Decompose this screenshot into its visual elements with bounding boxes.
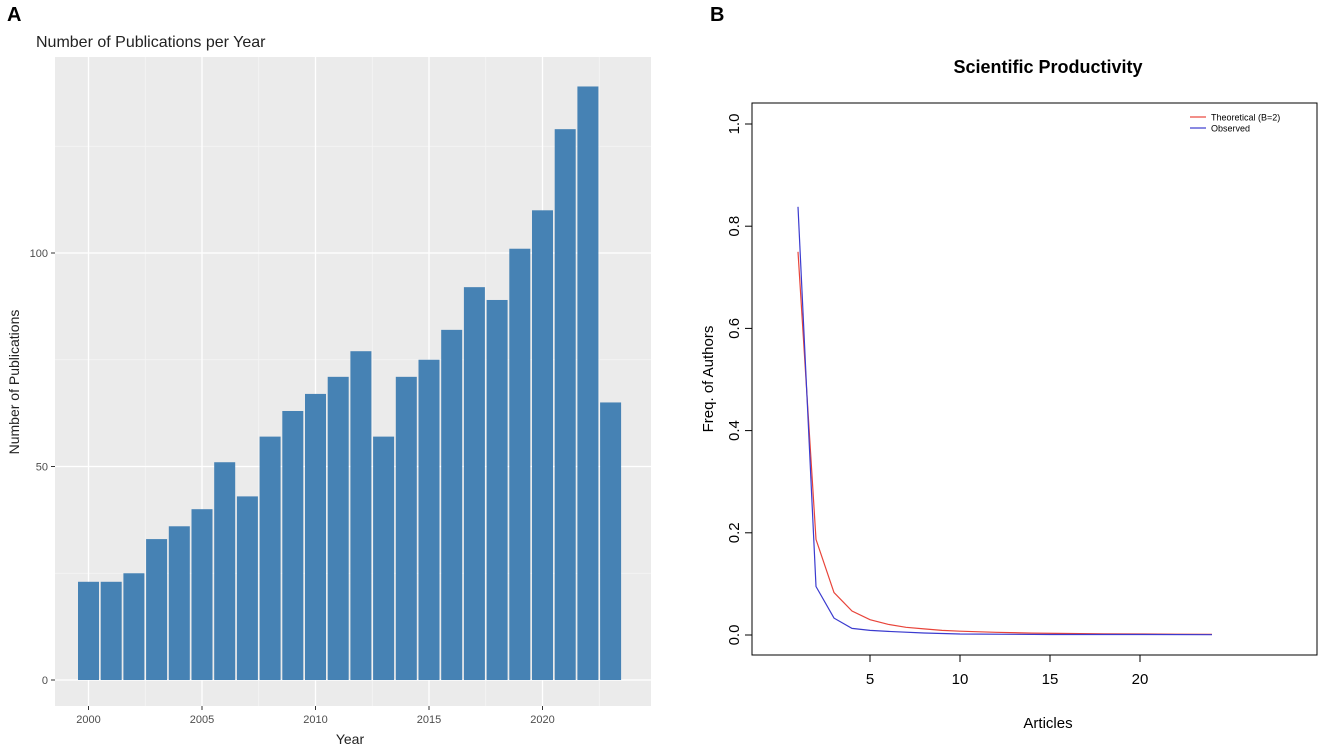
bar-2014 [395, 376, 417, 680]
y-axis-label: Number of Publications [6, 310, 22, 455]
panel-label-b: B [710, 4, 725, 26]
bar-2006 [214, 462, 236, 680]
x-tick-label: 2005 [190, 714, 214, 726]
y-tick-label: 0.0 [726, 625, 743, 646]
y-tick-label: 100 [30, 248, 48, 260]
x-tick-label: 20 [1132, 671, 1149, 688]
bar-2004 [168, 526, 190, 680]
chart-title: Number of Publications per Year [36, 34, 266, 51]
bar-2009 [282, 410, 304, 680]
bar-2017 [463, 287, 485, 680]
x-tick-label: 15 [1042, 671, 1059, 688]
bar-2019 [509, 248, 531, 681]
bar-2011 [327, 376, 349, 680]
bar-2021 [554, 129, 576, 681]
x-tick-label: 10 [952, 671, 969, 688]
x-axis-label: Articles [1023, 715, 1072, 732]
y-tick-label: 0.8 [726, 216, 743, 237]
y-tick-label: 0.2 [726, 522, 743, 543]
x-tick-label: 2015 [417, 714, 441, 726]
y-axis-label: Freq. of Authors [700, 326, 717, 433]
y-tick-label: 0.4 [726, 420, 743, 441]
bar-2001 [100, 581, 122, 680]
publications-bar-chart: 0 50 100 2000 2005 2010 2015 2020 Number of Pub… [6, 34, 651, 747]
bar-2003 [146, 539, 168, 680]
observed-line [797, 206, 1213, 636]
x-tick-label: 2000 [76, 714, 100, 726]
bar-2007 [236, 496, 258, 680]
x-tick-label: 5 [866, 671, 874, 688]
bar-2016 [441, 329, 463, 680]
bar-2008 [259, 436, 281, 680]
theoretical-line [797, 251, 1213, 635]
legend-label-observed: Observed [1211, 124, 1250, 134]
x-tick-label: 2010 [303, 714, 327, 726]
y-tick-label: 50 [36, 462, 48, 474]
plot-box [751, 102, 1318, 656]
panel-label-a: A [7, 4, 22, 26]
bar-2012 [350, 351, 372, 680]
bar-2020 [532, 210, 553, 681]
bar-2002 [123, 573, 145, 680]
y-tick-label: 0.6 [726, 318, 743, 339]
bar-2010 [305, 393, 326, 680]
bar-2015 [418, 359, 440, 680]
y-tick-label: 1.0 [726, 114, 743, 135]
bar-2000 [78, 581, 99, 680]
legend-label-theoretical: Theoretical (B=2) [1211, 113, 1280, 123]
x-axis-label: Year [336, 731, 365, 747]
bar-2023 [600, 402, 622, 680]
bar-2013 [373, 436, 395, 680]
x-tick-label: 2020 [530, 714, 554, 726]
y-tick-label: 0 [42, 675, 48, 687]
bar-2018 [486, 299, 508, 680]
chart-title: Scientific Productivity [953, 57, 1142, 77]
bar-2005 [191, 509, 213, 680]
productivity-line-chart: 5 10 15 20 0.0 0.2 0.4 0.6 0.8 1.0 Theoretical (B… [700, 57, 1318, 732]
bar-2022 [577, 86, 599, 681]
